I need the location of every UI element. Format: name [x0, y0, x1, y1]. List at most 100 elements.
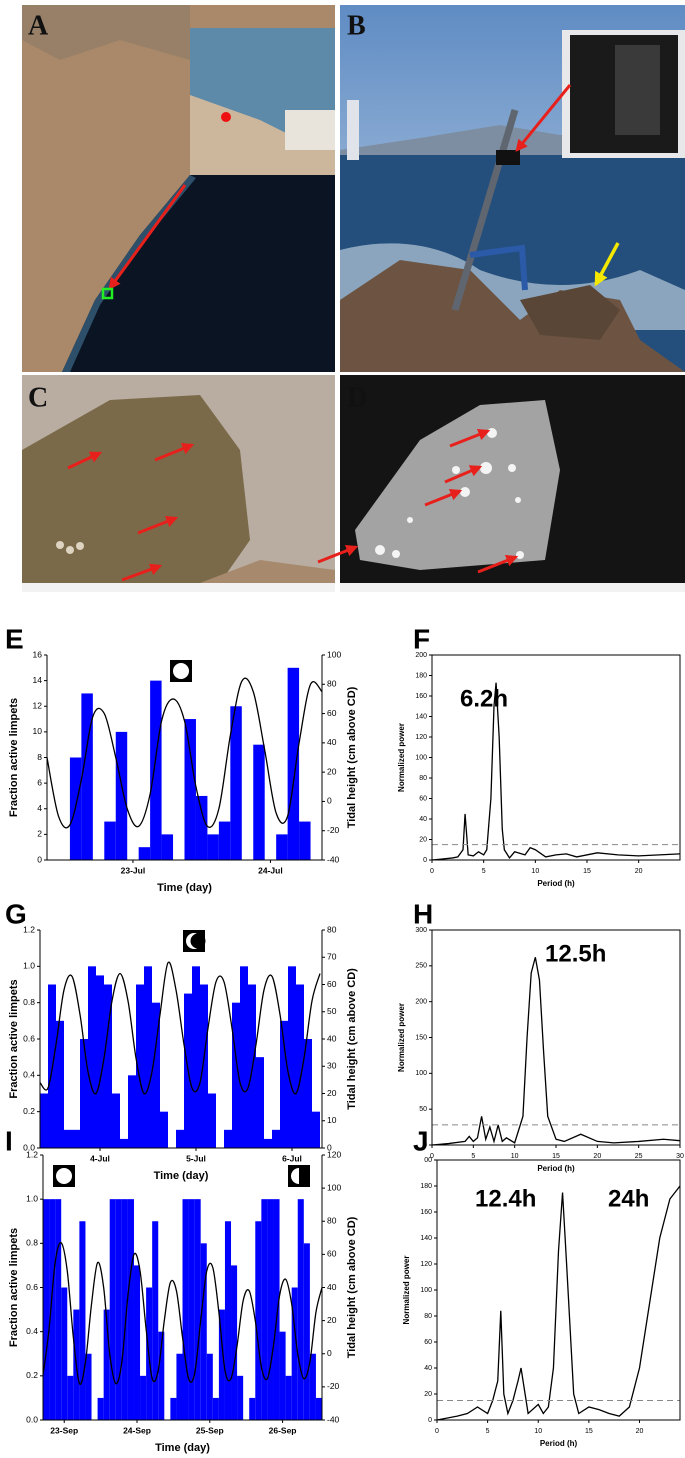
moon-full	[170, 660, 192, 682]
bar	[136, 984, 144, 1148]
y2-tick-label: 80	[327, 1216, 337, 1226]
y-tick-label: 00	[424, 1157, 432, 1164]
y2-tick-label: 40	[327, 737, 337, 747]
bar	[200, 984, 208, 1148]
y2-tick-label: 70	[327, 952, 337, 962]
y-tick-label: 12	[33, 701, 43, 711]
y-tick-label: 100	[415, 1070, 427, 1077]
bar	[309, 1353, 316, 1420]
annotation: 12.5h	[545, 940, 606, 967]
y-tick-label: 6	[37, 777, 42, 787]
bar	[296, 984, 304, 1148]
y-tick-label: 120	[415, 734, 427, 741]
bar	[170, 1397, 177, 1420]
bar	[115, 731, 128, 860]
bar	[140, 1375, 147, 1420]
bar	[303, 1243, 310, 1420]
bar	[288, 966, 296, 1148]
x-tick-label: 15	[552, 1153, 560, 1160]
bar	[104, 821, 116, 860]
bar	[96, 975, 104, 1148]
bar	[231, 1265, 238, 1420]
bar	[273, 1199, 280, 1420]
bar	[285, 1375, 292, 1420]
y-tick-label: 20	[424, 1391, 432, 1398]
y-axis-label: Fraction active limpets	[8, 979, 20, 1098]
y-tick-label: 80	[419, 775, 427, 782]
x-axis-label: Time (day)	[155, 1442, 210, 1454]
y2-tick-label: 40	[327, 1033, 337, 1043]
bar	[276, 834, 288, 860]
bar	[224, 1129, 232, 1148]
y-tick-label: 140	[415, 713, 427, 720]
bar	[85, 1353, 92, 1420]
line	[431, 957, 681, 1146]
y-tick-label: 8	[37, 752, 42, 762]
y2-tick-label: 120	[327, 1149, 341, 1159]
y2-tick-label: -20	[327, 1381, 340, 1391]
panel-label: H	[413, 898, 433, 929]
photo-c	[22, 375, 335, 592]
y2-tick-label: -40	[327, 854, 340, 864]
bar	[237, 1375, 244, 1420]
y-tick-label: 40	[424, 1365, 432, 1372]
line	[46, 677, 323, 829]
panel-label: E	[5, 623, 24, 654]
y-axis-label: Normalized power	[397, 1003, 406, 1072]
bar	[256, 1057, 264, 1148]
x-tick-label: 25-Sep	[196, 1425, 224, 1435]
bar	[208, 1093, 216, 1148]
moon-full	[53, 1165, 75, 1187]
y-tick-label: 200	[415, 652, 427, 659]
bar	[212, 1397, 219, 1420]
y-tick-label: 0.2	[23, 1106, 35, 1116]
bar	[120, 1138, 128, 1148]
bar	[272, 1129, 280, 1148]
line	[42, 1241, 323, 1386]
x-tick-label: 10	[534, 1428, 542, 1435]
y-tick-label: 1.2	[26, 1149, 38, 1159]
y2-tick-label: 60	[327, 1249, 337, 1259]
x-tick-label: 15	[585, 1428, 593, 1435]
bar	[287, 667, 300, 860]
y-tick-label: 16	[33, 649, 43, 659]
y2-tick-label: 100	[327, 649, 341, 659]
y-tick-label: 60	[424, 1339, 432, 1346]
y-tick-label: 180	[415, 672, 427, 679]
bar	[192, 966, 200, 1148]
bar	[312, 1111, 320, 1148]
photo-d	[317, 375, 685, 592]
line	[39, 961, 321, 1095]
x-axis-label: Time (day)	[154, 1170, 209, 1182]
annotation: 6.2h	[460, 685, 508, 712]
y-tick-label: 1.0	[23, 961, 35, 971]
y-tick-label: 0.8	[23, 997, 35, 1007]
x-tick-label: 5	[482, 868, 486, 875]
bar	[138, 847, 151, 860]
y-tick-label: 0	[428, 1417, 432, 1424]
y-tick-label: 0	[37, 854, 42, 864]
y-tick-label: 0.6	[23, 1033, 35, 1043]
y-tick-label: 0	[423, 857, 427, 864]
y-tick-label: 200	[415, 999, 427, 1006]
bar	[253, 744, 265, 860]
bar	[55, 1199, 62, 1420]
y-tick-label: 0.4	[23, 1070, 35, 1080]
y-tick-label: 10	[33, 726, 43, 736]
panel-label: D	[347, 382, 367, 413]
y2-tick-label: 80	[327, 924, 337, 934]
x-tick-label: 26-Sep	[269, 1425, 297, 1435]
panel-label: I	[5, 1125, 13, 1156]
y-tick-label: 0.0	[23, 1142, 35, 1152]
bar	[207, 834, 219, 860]
bar	[79, 1221, 86, 1420]
bar	[224, 1221, 232, 1420]
x-tick-label: 15	[583, 868, 591, 875]
bar	[232, 1002, 240, 1148]
y-axis-label: Fraction active limpets	[8, 698, 20, 817]
y-tick-label: 40	[419, 816, 427, 823]
bar	[88, 966, 96, 1148]
x-tick-label: 30	[676, 1153, 684, 1160]
x-tick-label: 20	[593, 1153, 601, 1160]
